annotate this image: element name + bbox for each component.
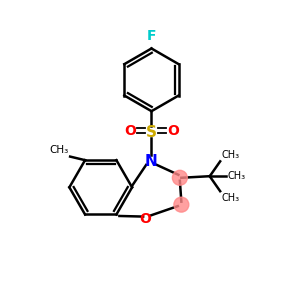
- Text: S: S: [146, 124, 157, 140]
- Text: CH₃: CH₃: [221, 193, 239, 203]
- Circle shape: [174, 197, 189, 212]
- Text: CH₃: CH₃: [221, 150, 239, 160]
- Text: CH₃: CH₃: [227, 171, 245, 181]
- Text: O: O: [124, 124, 136, 138]
- Text: CH₃: CH₃: [50, 146, 69, 155]
- Circle shape: [172, 170, 187, 185]
- Text: O: O: [167, 124, 179, 138]
- Text: O: O: [140, 212, 152, 226]
- Text: N: N: [145, 154, 158, 169]
- Text: F: F: [147, 29, 156, 43]
